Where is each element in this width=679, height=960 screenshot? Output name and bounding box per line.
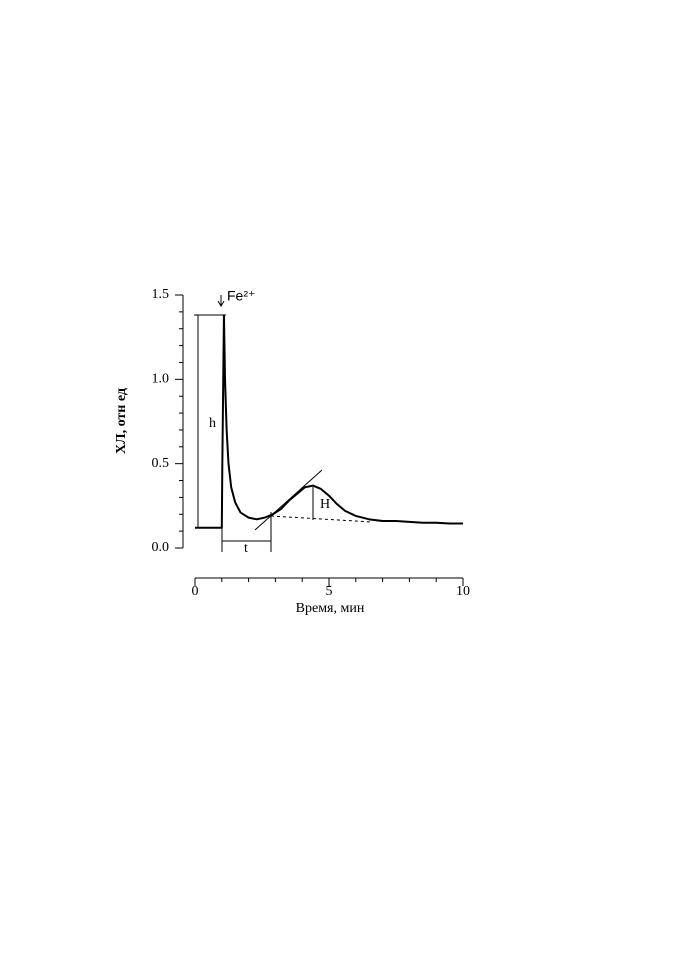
y-tick-label: 0.5 [152, 456, 170, 471]
annotations [194, 295, 373, 552]
fe-arrow-head [217, 300, 225, 307]
y-tick-label: 0.0 [152, 540, 170, 555]
y-tick-label: 1.5 [152, 287, 170, 302]
y-tick-label: 1.0 [152, 372, 170, 387]
y-axis-label: ХЛ, отн ед [114, 388, 129, 454]
baseline [270, 515, 373, 523]
t-label: t [244, 541, 248, 556]
x-tick-label: 5 [326, 584, 333, 599]
x-axis-label: Время, мин [296, 601, 365, 616]
line-series [195, 314, 463, 529]
H-label: H [320, 497, 330, 512]
x-tick-label: 10 [456, 584, 470, 599]
fe-label: Fe²⁺ [227, 288, 255, 304]
x-tick-label: 0 [192, 584, 199, 599]
h-label: h [209, 416, 216, 431]
